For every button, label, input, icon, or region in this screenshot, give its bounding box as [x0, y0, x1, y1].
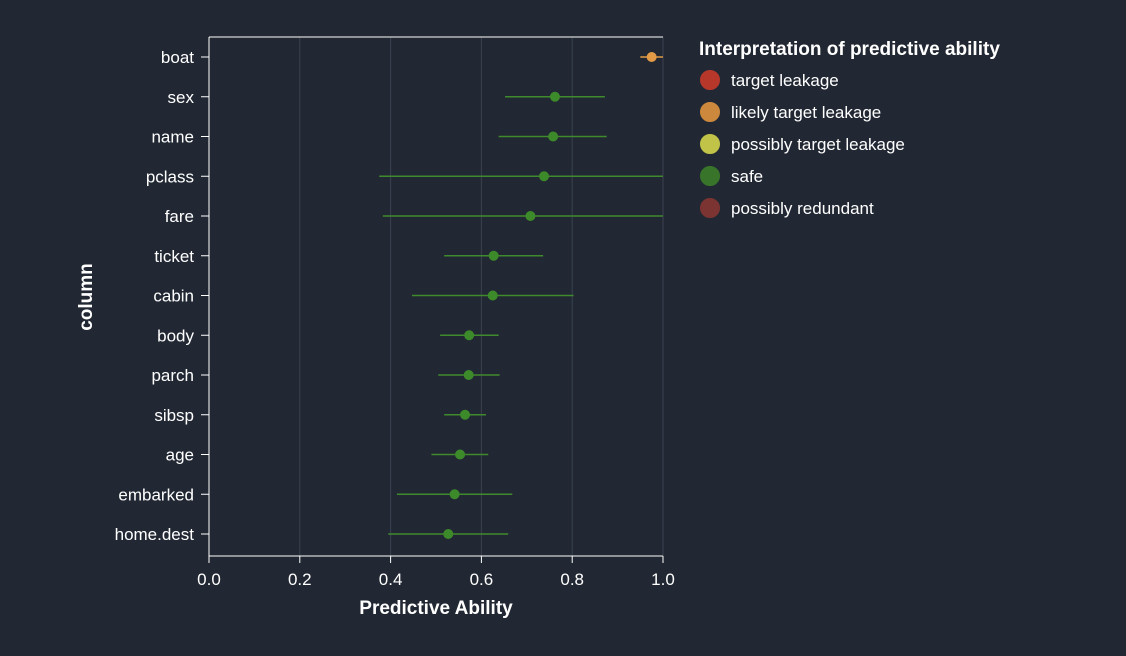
data-marks — [379, 52, 663, 539]
legend-symbol — [700, 102, 720, 122]
x-tick-label: 0.2 — [288, 570, 312, 589]
y-tick-label: cabin — [153, 287, 194, 306]
point-sibsp — [460, 409, 471, 420]
y-tick-label: age — [166, 446, 194, 465]
legend: Interpretation of predictive ability tar… — [699, 39, 1000, 218]
y-tick-label: ticket — [154, 247, 194, 266]
point-pclass — [539, 171, 550, 182]
legend-symbol — [700, 166, 720, 186]
point-cabin — [487, 290, 498, 301]
legend-label: likely target leakage — [731, 103, 881, 122]
y-axis-title: column — [76, 263, 97, 331]
legend-label: target leakage — [731, 71, 839, 90]
point-fare — [525, 211, 536, 221]
point-embarked — [449, 489, 460, 500]
point-sex — [549, 91, 560, 102]
y-tick-label: name — [151, 128, 194, 147]
point-name — [548, 131, 559, 142]
x-tick-label: 0.6 — [470, 570, 494, 589]
legend-symbol — [700, 134, 720, 154]
x-axis-title: Predictive Ability — [359, 598, 513, 619]
legend-title: Interpretation of predictive ability — [699, 39, 1000, 60]
x-tick-label: 0.0 — [197, 570, 221, 589]
point-ticket — [488, 250, 499, 261]
point-age — [455, 449, 466, 460]
point-body — [464, 330, 475, 341]
point-boat — [646, 52, 657, 62]
point-home.dest — [443, 529, 454, 539]
y-tick-label: sex — [168, 88, 195, 107]
grid — [299, 37, 664, 556]
legend-label: possibly redundant — [731, 199, 874, 218]
legend-symbol — [700, 198, 720, 218]
legend-symbol — [700, 70, 720, 90]
y-tick-label: home.dest — [115, 525, 195, 544]
y-tick-label: fare — [165, 207, 194, 226]
y-tick-label: body — [157, 326, 194, 345]
legend-label: safe — [731, 167, 763, 186]
axes: 0.0 0.2 0.4 0.6 0.8 1.0 boat sex name pclass fare t… — [115, 36, 675, 589]
x-tick-label: 0.8 — [560, 570, 584, 589]
x-tick-label: 1.0 — [651, 570, 675, 589]
legend-label: possibly target leakage — [731, 135, 905, 154]
point-parch — [463, 370, 474, 380]
y-tick-label: boat — [161, 48, 194, 67]
x-tick-label: 0.4 — [379, 570, 403, 589]
y-tick-label: sibsp — [154, 406, 194, 425]
y-tick-label: parch — [151, 366, 194, 385]
y-tick-label: embarked — [118, 485, 194, 504]
y-tick-label: pclass — [146, 167, 194, 186]
